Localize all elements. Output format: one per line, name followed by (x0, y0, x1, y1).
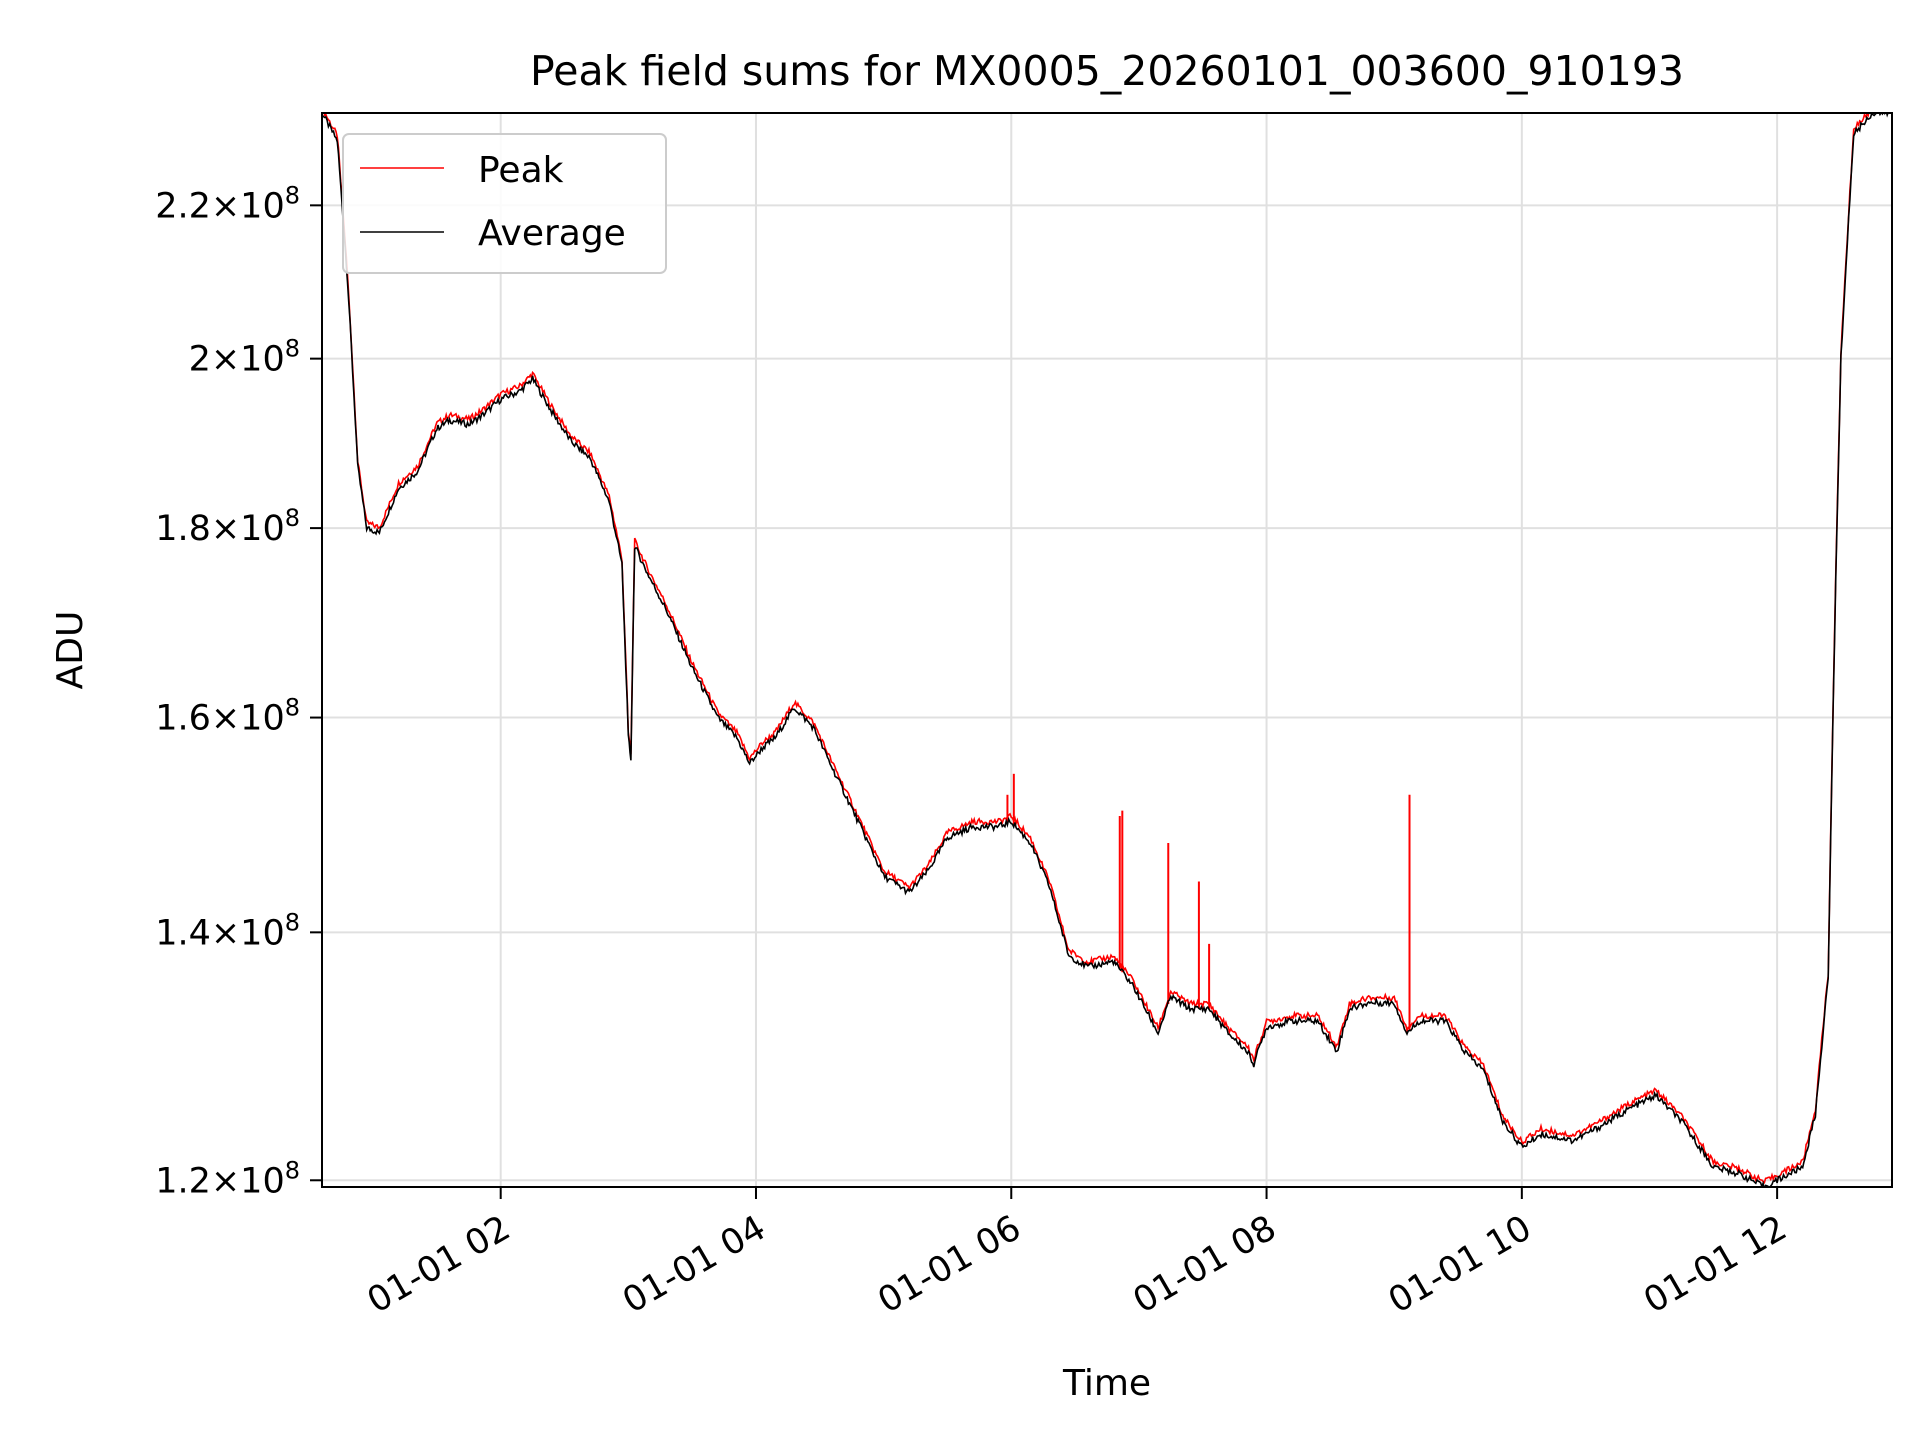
y-tick-label: 2×108 (189, 335, 300, 380)
chart-title: Peak field sums for MX0005_20260101_0036… (530, 47, 1684, 95)
y-axis-label: ADU (50, 611, 91, 690)
x-axis-label: Time (1062, 1363, 1151, 1404)
legend-label-peak: Peak (478, 150, 564, 191)
y-tick-label: 1.6×108 (155, 694, 300, 739)
legend-label-average: Average (478, 213, 626, 254)
y-tick-label: 1.2×108 (155, 1156, 300, 1201)
series-line-peak (323, 113, 1870, 1185)
legend: Peak Average (342, 133, 667, 274)
y-tick-label: 1.8×108 (155, 504, 300, 549)
plot-lines (322, 113, 1892, 1187)
y-tick-label: 1.4×108 (155, 908, 300, 953)
plot-frame (321, 112, 1893, 1188)
grid (322, 113, 1892, 1187)
series-line-average (322, 113, 1892, 1187)
y-tick-label: 2.2×108 (155, 181, 300, 226)
